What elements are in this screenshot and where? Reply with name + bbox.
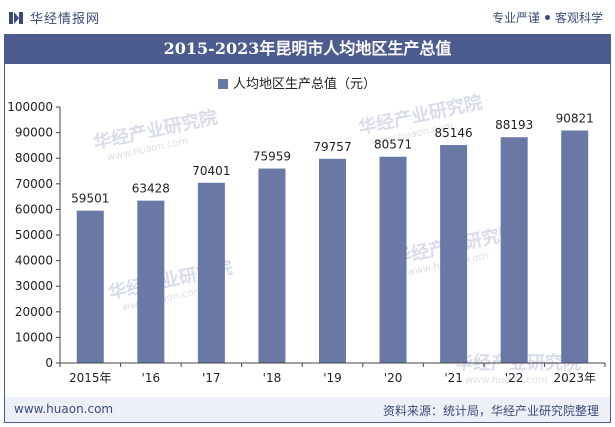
bar-4 xyxy=(319,158,346,363)
bar-value-label: 80571 xyxy=(374,138,412,152)
legend: 人均地区生产总值（元） xyxy=(218,76,376,92)
bar-3 xyxy=(258,168,286,363)
x-tick-label: '19 xyxy=(323,371,342,385)
bar-value-label: 79757 xyxy=(313,140,351,154)
tagline: 专业严谨 客观科学 xyxy=(492,9,603,26)
y-tick-label: 70000 xyxy=(15,177,53,191)
title-bar: 2015-2023年昆明市人均地区生产总值 xyxy=(4,34,611,64)
x-axis: 2015年 '16 '17 '18 '19 '20 '21 '22 2023年 xyxy=(59,362,606,385)
legend-label: 人均地区生产总值（元） xyxy=(233,76,376,92)
x-tick-label: '22 xyxy=(505,371,524,385)
bars: 59501 63428 70401 75959 79757 80571 85146 88193… xyxy=(71,111,594,363)
chart-title: 2015-2023年昆明市人均地区生产总值 xyxy=(163,39,452,58)
bar-6 xyxy=(440,145,468,363)
x-tick-label: '21 xyxy=(444,371,463,385)
bar-value-label: 70401 xyxy=(192,164,230,178)
bar-1 xyxy=(137,200,165,363)
bar-5 xyxy=(379,156,407,363)
bar-value-label: 63428 xyxy=(132,182,170,196)
footer: www.huaon.com 资料来源：统计局，华经产业研究院整理 xyxy=(4,397,611,423)
watermark-subtext: www.huaon.com xyxy=(465,375,548,386)
dot-icon xyxy=(544,15,550,20)
y-tick-label: 30000 xyxy=(15,279,53,293)
bar-value-label: 90821 xyxy=(556,111,594,125)
brand: 华经情报网 xyxy=(8,8,100,27)
bar-value-label: 75959 xyxy=(253,150,291,164)
x-tick-label: '17 xyxy=(202,371,221,385)
brand-name: 华经情报网 xyxy=(30,12,101,27)
legend-swatch xyxy=(218,79,228,89)
bar-value-label: 88193 xyxy=(495,118,533,132)
y-tick-label: 40000 xyxy=(15,254,53,268)
y-axis: 0 10000 20000 30000 40000 50000 60000 70000 8000… xyxy=(7,100,61,370)
y-tick-label: 90000 xyxy=(15,126,53,140)
y-tick-label: 80000 xyxy=(15,151,53,165)
bar-7 xyxy=(500,137,528,363)
tagline-right: 客观科学 xyxy=(554,11,603,25)
y-tick-label: 60000 xyxy=(15,202,53,216)
y-tick-label: 100000 xyxy=(7,100,53,114)
x-tick-label: 2023年 xyxy=(553,371,596,385)
footer-website: www.huaon.com xyxy=(14,402,114,416)
bar-value-label: 85146 xyxy=(435,126,473,140)
footer-source: 资料来源：统计局，华经产业研究院整理 xyxy=(382,404,599,418)
x-tick-label: 2015年 xyxy=(69,371,112,385)
bar-chart: 华经产业研究院www.huaon.com华经产业研究院www.huaon.com… xyxy=(7,76,606,386)
bar-0 xyxy=(76,210,104,363)
top-bar: 华经情报网 专业严谨 客观科学 xyxy=(0,0,615,34)
huajing-logo-icon xyxy=(9,11,23,24)
y-tick-label: 0 xyxy=(45,356,53,370)
y-tick-label: 20000 xyxy=(15,305,53,319)
x-tick-label: '16 xyxy=(142,371,161,385)
bar-8 xyxy=(561,130,589,363)
x-tick-label: '18 xyxy=(263,371,282,385)
y-tick-label: 10000 xyxy=(15,330,53,344)
tagline-left: 专业严谨 xyxy=(491,11,540,25)
bar-value-label: 59501 xyxy=(71,192,109,206)
x-tick-label: '20 xyxy=(384,371,403,385)
y-tick-label: 50000 xyxy=(15,228,53,242)
bar-2 xyxy=(197,182,225,363)
